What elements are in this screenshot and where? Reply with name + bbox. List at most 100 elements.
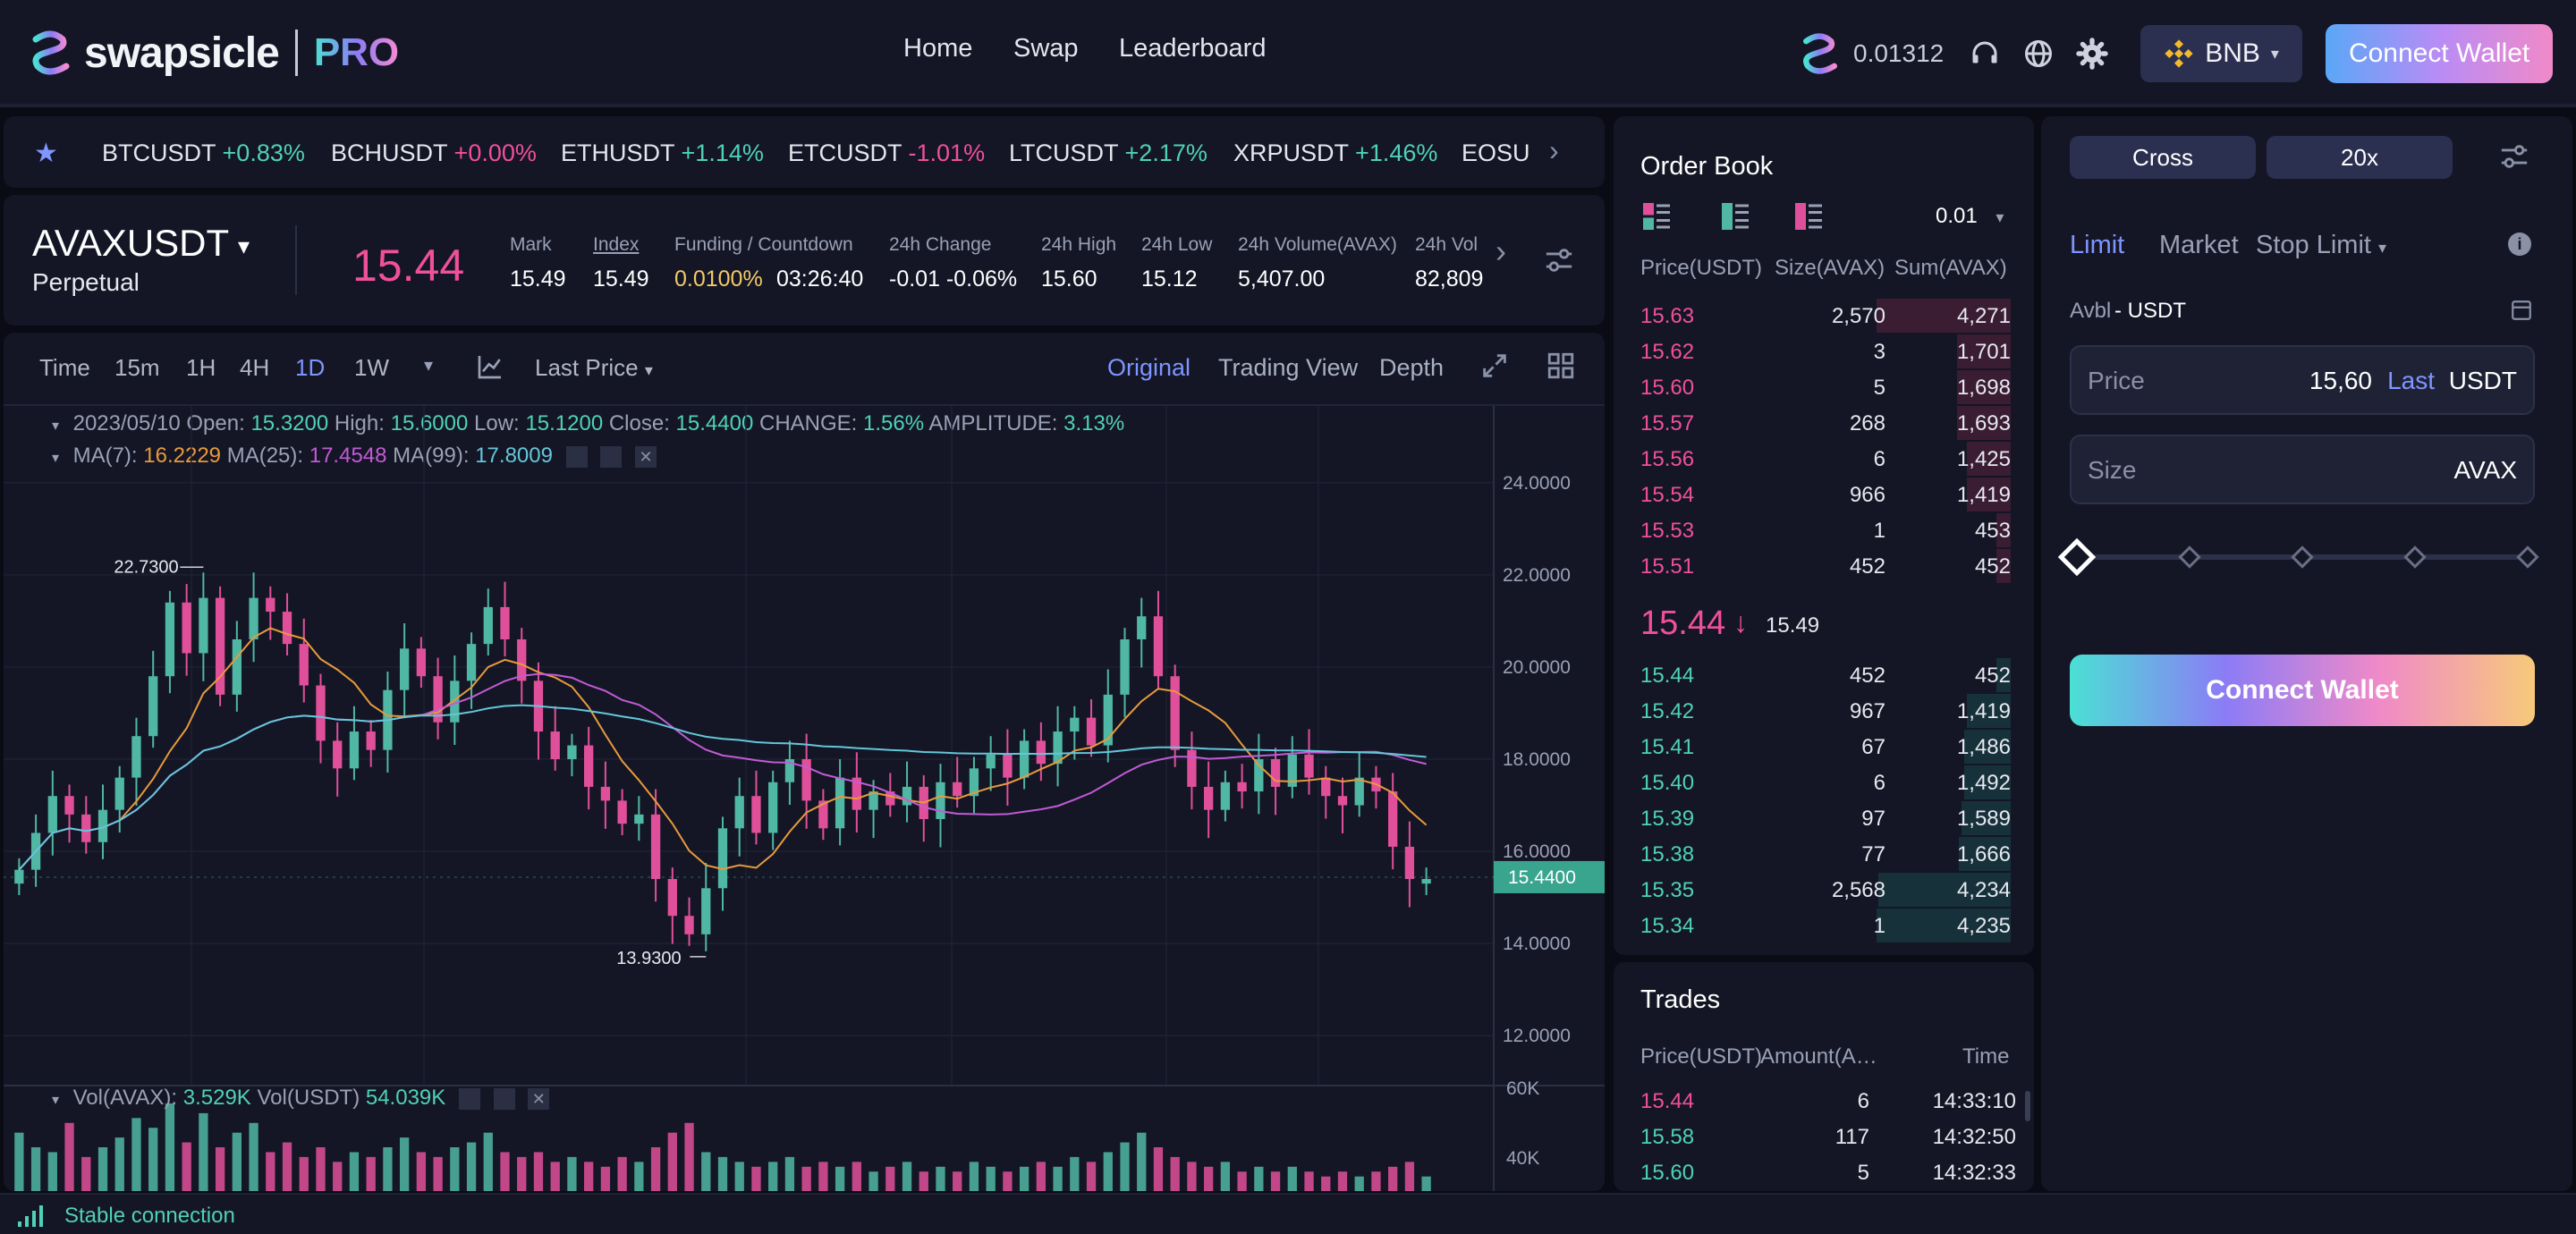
favorites-star-icon[interactable]: ★: [34, 139, 58, 168]
price-type-selector[interactable]: Last Price ▾: [535, 354, 653, 382]
tab-stop-limit-label: Stop Limit: [2256, 231, 2371, 259]
eye-icon[interactable]: [458, 1087, 480, 1110]
ask-row[interactable]: 15.53 1 453: [1640, 513, 2011, 547]
settings-icon[interactable]: [493, 1087, 515, 1110]
ticker-item[interactable]: EOSU: [1462, 139, 1535, 167]
globe-icon[interactable]: [2017, 32, 2060, 75]
bid-row[interactable]: 15.44 452 452: [1640, 658, 2011, 692]
volume-bar: [182, 1142, 191, 1191]
bid-row[interactable]: 15.38 77 1,666: [1640, 837, 2011, 871]
slider-tick[interactable]: [2291, 545, 2314, 569]
book-both-icon[interactable]: [1640, 200, 1673, 237]
tf-1d[interactable]: 1D: [295, 354, 326, 381]
chevron-right-icon[interactable]: ›: [1549, 134, 1559, 166]
ask-row[interactable]: 15.51 452 452: [1640, 549, 2011, 583]
network-selector[interactable]: BNB ▾: [2140, 25, 2302, 82]
high-label: High:: [334, 411, 385, 435]
candle-body: [517, 639, 527, 681]
bid-row[interactable]: 15.41 67 1,486: [1640, 730, 2011, 764]
tf-1w[interactable]: 1W: [354, 354, 389, 381]
settings-sliders-icon[interactable]: [1544, 245, 1574, 280]
brand-logo[interactable]: swapsicle PRO: [27, 21, 399, 84]
volume-bar: [650, 1147, 661, 1191]
fullscreen-icon[interactable]: [1479, 351, 1510, 385]
tf-1h[interactable]: 1H: [186, 354, 216, 381]
ask-row[interactable]: 15.60 5 1,698: [1640, 370, 2011, 404]
nav-leaderboard[interactable]: Leaderboard: [1119, 34, 1267, 63]
slider-handle[interactable]: [2057, 537, 2097, 577]
precision-selector[interactable]: 0.01 ▾: [1936, 204, 2004, 229]
candle-body: [97, 809, 108, 842]
ticker-item[interactable]: LTCUSDT +2.17%: [1009, 139, 1208, 167]
view-tradingview[interactable]: Trading View: [1218, 354, 1359, 381]
collapse-icon[interactable]: ▾: [52, 451, 67, 466]
connect-wallet-submit-button[interactable]: Connect Wallet: [2070, 655, 2535, 726]
scrollbar[interactable]: [2025, 1091, 2030, 1121]
y-tick-label: 16.0000: [1503, 841, 1571, 862]
tab-market[interactable]: Market: [2159, 231, 2239, 259]
ticker-item[interactable]: XRPUSDT +1.46%: [1233, 139, 1437, 167]
chevron-right-icon[interactable]: ›: [1496, 232, 1506, 269]
ask-row[interactable]: 15.62 3 1,701: [1640, 334, 2011, 368]
ask-row[interactable]: 15.56 6 1,425: [1640, 442, 2011, 476]
leverage-button[interactable]: 20x: [2267, 136, 2453, 179]
bid-row[interactable]: 15.34 1 4,235: [1640, 909, 2011, 942]
info-icon[interactable]: i: [2508, 232, 2531, 256]
size-field[interactable]: Size AVAX: [2070, 435, 2535, 504]
collapse-icon[interactable]: ▾: [52, 1093, 67, 1108]
candle-body: [1019, 740, 1030, 778]
ask-row[interactable]: 15.54 966 1,419: [1640, 478, 2011, 511]
ask-row[interactable]: 15.63 2,570 4,271: [1640, 299, 2011, 333]
ticker-item[interactable]: BTCUSDT +0.83%: [102, 139, 305, 167]
indicator-chart-icon[interactable]: [476, 352, 504, 385]
candlestick-chart[interactable]: 24.0000 22.0000 20.0000 18.0000 16.0000 14.00…: [4, 406, 1605, 1191]
calculator-icon[interactable]: [2510, 299, 2533, 326]
tab-stop-limit[interactable]: Stop Limit ▾: [2256, 231, 2386, 260]
book-bids-icon[interactable]: [1719, 200, 1751, 237]
amplitude-label: AMPLITUDE:: [928, 411, 1058, 435]
support-icon[interactable]: [1963, 32, 2006, 75]
price-last-button[interactable]: Last: [2387, 367, 2435, 394]
stat-index-label[interactable]: Index: [593, 234, 640, 255]
more-timeframes-dropdown-icon[interactable]: ▾: [424, 356, 434, 376]
tab-limit[interactable]: Limit: [2070, 231, 2125, 259]
settings-icon[interactable]: [600, 445, 623, 468]
ticker-item[interactable]: ETHUSDT +1.14%: [561, 139, 764, 167]
volume-bar: [1153, 1147, 1164, 1191]
view-depth[interactable]: Depth: [1379, 354, 1445, 381]
collapse-icon[interactable]: ▾: [52, 418, 67, 434]
gear-icon[interactable]: [2071, 32, 2114, 75]
tf-15m[interactable]: 15m: [114, 354, 160, 381]
ticker-item[interactable]: BCHUSDT +0.00%: [331, 139, 537, 167]
bid-row[interactable]: 15.40 6 1,492: [1640, 765, 2011, 799]
view-original[interactable]: Original: [1107, 354, 1191, 381]
symbol-dropdown-icon[interactable]: ▾: [238, 232, 250, 259]
current-price-tag-label: 15.4400: [1508, 867, 1576, 888]
connect-wallet-button[interactable]: Connect Wallet: [2325, 24, 2554, 83]
slider-tick[interactable]: [2516, 545, 2539, 569]
close-icon[interactable]: ✕: [634, 445, 657, 468]
slider-tick[interactable]: [2178, 545, 2201, 569]
bid-row[interactable]: 15.35 2,568 4,234: [1640, 873, 2011, 907]
depth-bar: [1996, 658, 2011, 692]
close-icon[interactable]: ✕: [528, 1087, 550, 1110]
grid-layout-icon[interactable]: [1546, 351, 1576, 385]
book-asks-icon[interactable]: [1792, 200, 1825, 237]
nav-home[interactable]: Home: [903, 34, 973, 63]
nav-swap[interactable]: Swap: [1013, 34, 1079, 63]
depth-bar: [1966, 478, 2011, 511]
ticker-item[interactable]: ETCUSDT -1.01%: [788, 139, 985, 167]
settings-sliders-icon[interactable]: [2499, 141, 2529, 176]
eye-icon[interactable]: [565, 445, 588, 468]
bid-row[interactable]: 15.39 97 1,589: [1640, 801, 2011, 835]
bid-row[interactable]: 15.42 967 1,419: [1640, 694, 2011, 728]
ask-row[interactable]: 15.57 268 1,693: [1640, 406, 2011, 440]
volume-bar: [784, 1156, 795, 1191]
tf-time[interactable]: Time: [39, 354, 90, 381]
symbol-name[interactable]: AVAXUSDT: [32, 222, 230, 264]
slider-tick[interactable]: [2403, 545, 2427, 569]
volume-bar: [1287, 1166, 1297, 1191]
margin-mode-button[interactable]: Cross: [2070, 136, 2256, 179]
price-field[interactable]: Price 15,60 Last USDT: [2070, 345, 2535, 415]
tf-4h[interactable]: 4H: [240, 354, 270, 381]
